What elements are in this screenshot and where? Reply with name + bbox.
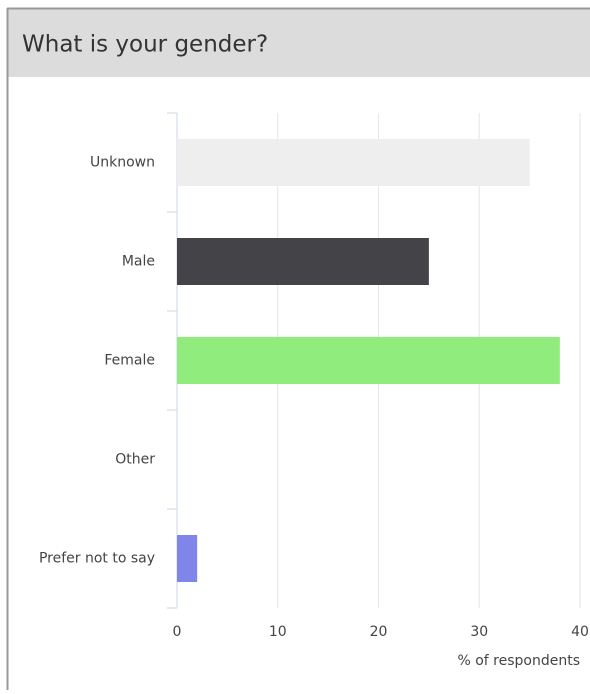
x-tick-label: 10 [269,624,287,640]
bar [177,535,198,582]
bar [177,337,560,384]
x-tick-label: 0 [173,624,182,640]
bar [177,139,530,186]
x-tick-label: 30 [470,624,488,640]
header [7,8,590,77]
x-tick-label: 40 [571,624,589,640]
y-tick-label: Prefer not to say [39,551,155,567]
x-axis-title: % of respondents [457,653,580,669]
bar [177,238,429,285]
y-tick-label: Unknown [90,155,155,171]
y-tick-label: Female [104,353,155,369]
y-tick-label: Male [122,254,155,270]
x-tick-label: 20 [370,624,388,640]
y-tick-label: Other [115,452,155,468]
chart-title: What is your gender? [22,32,268,58]
